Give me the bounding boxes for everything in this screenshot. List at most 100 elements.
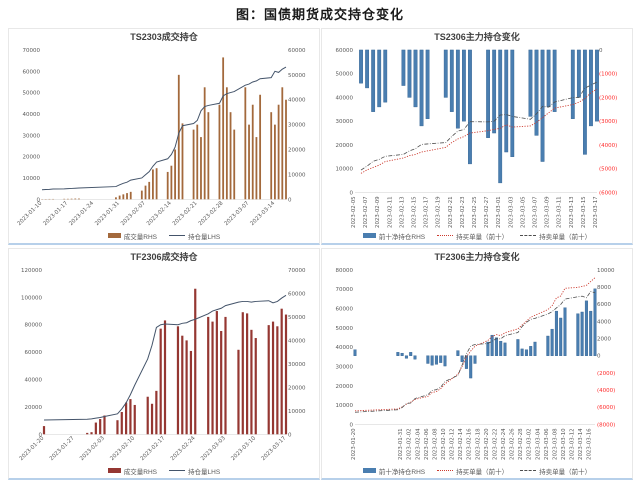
svg-text:2023-02-05: 2023-02-05 xyxy=(351,196,357,228)
svg-text:2023-02-24: 2023-02-24 xyxy=(501,428,507,460)
svg-text:(1000): (1000) xyxy=(599,72,617,78)
svg-text:2023-02-04: 2023-02-04 xyxy=(415,428,421,460)
legend-marker-line-icon xyxy=(169,235,186,236)
svg-text:4000: 4000 xyxy=(597,319,612,325)
chart-canvas-tf2306-position: 0100002000030000400005000060000700008000… xyxy=(336,268,616,460)
svg-text:30000: 30000 xyxy=(335,119,353,125)
svg-text:2023-03-01: 2023-03-01 xyxy=(496,196,502,228)
svg-text:2023-03-16: 2023-03-16 xyxy=(587,428,593,460)
svg-text:2023-02-16: 2023-02-16 xyxy=(467,428,473,460)
svg-text:2023-01-31: 2023-01-31 xyxy=(398,428,404,460)
chart-panel-tf2306-position: TF2306主力持仓变化 0 10000 20000 30000 40000 50000 6… xyxy=(321,248,633,480)
chart-canvas-tf2306-volume: 0 20000 40000 60000 80000 100000 120000 0 10000 2… xyxy=(19,268,306,462)
svg-text:0: 0 xyxy=(288,197,292,203)
svg-text:20000: 20000 xyxy=(22,155,40,161)
legend-label: 持仓量LHS xyxy=(188,468,221,476)
legend-marker-line-icon xyxy=(169,470,186,471)
svg-text:0: 0 xyxy=(36,197,40,203)
svg-text:(5000): (5000) xyxy=(599,167,617,173)
svg-text:10000: 10000 xyxy=(22,176,40,182)
svg-text:2023-02-14: 2023-02-14 xyxy=(458,428,464,460)
legend-item: 持卖单量（前十） xyxy=(520,466,591,476)
svg-text:2023-02-11: 2023-02-11 xyxy=(387,196,393,228)
svg-text:2023-03-17: 2023-03-17 xyxy=(593,196,599,228)
svg-text:10000: 10000 xyxy=(288,172,306,178)
svg-text:60000: 60000 xyxy=(336,307,354,313)
svg-text:2023-02-14: 2023-02-14 xyxy=(146,200,173,227)
chart-title-ts2303: TS2303成交持仓 xyxy=(130,32,198,42)
svg-text:0: 0 xyxy=(38,432,42,438)
svg-text:2023-03-14: 2023-03-14 xyxy=(578,428,584,460)
svg-text:40000: 40000 xyxy=(336,345,354,351)
legend-item: 持买单量（前十） xyxy=(437,466,508,476)
svg-text:2023-03-10: 2023-03-10 xyxy=(230,435,257,462)
svg-text:20000: 20000 xyxy=(288,385,306,391)
svg-text:(4000): (4000) xyxy=(597,388,615,394)
svg-text:30000: 30000 xyxy=(22,133,40,139)
legend-label: 持卖单量（前十） xyxy=(539,468,592,476)
svg-text:2023-02-02: 2023-02-02 xyxy=(407,428,413,460)
svg-text:2023-02-17: 2023-02-17 xyxy=(424,196,430,228)
legend-label: 持仓量LHS xyxy=(188,233,221,241)
chart-panel-ts2303: TS2303成交持仓 0 10000 20000 30000 40000 50000 600… xyxy=(8,28,320,245)
svg-text:10000: 10000 xyxy=(288,409,306,415)
svg-text:30000: 30000 xyxy=(288,362,306,368)
svg-text:2023-02-13: 2023-02-13 xyxy=(399,196,405,228)
svg-text:70000: 70000 xyxy=(288,268,306,274)
svg-text:2023-01-27: 2023-01-27 xyxy=(49,435,76,462)
svg-text:2023-02-26: 2023-02-26 xyxy=(510,428,516,460)
page-title: 图：国债期货成交持仓变化 xyxy=(235,7,404,22)
svg-text:2023-01-20: 2023-01-20 xyxy=(351,428,357,460)
chart-panel-ts2306: TS2306主力持仓变化 0 10000 20000 30000 40000 50000 6… xyxy=(321,28,633,245)
svg-text:50000: 50000 xyxy=(336,326,354,332)
svg-text:30000: 30000 xyxy=(336,364,354,370)
svg-text:2023-02-23: 2023-02-23 xyxy=(460,196,466,228)
svg-text:2023-03-02: 2023-03-02 xyxy=(527,428,533,460)
svg-text:2023-03-03: 2023-03-03 xyxy=(508,196,514,228)
svg-text:(2000): (2000) xyxy=(597,371,615,377)
svg-text:(8000): (8000) xyxy=(597,422,615,428)
legend-marker-bar-icon xyxy=(362,468,376,473)
svg-text:0: 0 xyxy=(349,190,353,196)
chart-legend-ts2303: 成交量RHS 持仓量LHS xyxy=(9,229,319,242)
svg-text:60000: 60000 xyxy=(22,69,40,75)
svg-text:(2000): (2000) xyxy=(599,95,617,101)
legend-marker-dashdot-icon xyxy=(520,470,537,471)
svg-text:2023-01-17: 2023-01-17 xyxy=(42,200,69,227)
legend-item: 成交量RHS xyxy=(107,231,158,241)
svg-text:100000: 100000 xyxy=(21,295,43,301)
svg-text:20000: 20000 xyxy=(288,148,306,154)
svg-text:40000: 40000 xyxy=(288,98,306,104)
svg-text:2023-02-15: 2023-02-15 xyxy=(411,196,417,228)
svg-text:20000: 20000 xyxy=(336,384,354,390)
svg-text:60000: 60000 xyxy=(288,291,306,297)
svg-text:2023-02-19: 2023-02-19 xyxy=(436,196,442,228)
svg-text:2023-03-09: 2023-03-09 xyxy=(545,196,551,228)
svg-text:60000: 60000 xyxy=(288,48,306,54)
svg-text:20000: 20000 xyxy=(335,143,353,149)
svg-text:20000: 20000 xyxy=(25,405,43,411)
chart-panel-tf2306-volume: TF2306成交持仓 0 20000 40000 60000 80000 100000 12… xyxy=(8,248,320,480)
svg-text:2023-01-20: 2023-01-20 xyxy=(19,435,46,462)
svg-text:0: 0 xyxy=(599,48,603,54)
chart-title-tf2306-position: TF2306主力持仓变化 xyxy=(434,252,520,262)
svg-text:80000: 80000 xyxy=(25,323,43,329)
svg-text:60000: 60000 xyxy=(25,350,43,356)
svg-text:10000: 10000 xyxy=(336,403,354,409)
svg-text:80000: 80000 xyxy=(336,268,354,274)
legend-label: 前十净持仓RHS xyxy=(378,233,426,241)
chart-legend-ts2306: 前十净持仓RHS 持买单量（前十） 持卖单量（前十） xyxy=(322,229,632,242)
svg-text:2023-03-05: 2023-03-05 xyxy=(520,196,526,228)
svg-text:2023-03-17: 2023-03-17 xyxy=(261,435,288,462)
svg-text:2023-03-04: 2023-03-04 xyxy=(535,428,541,460)
legend-label: 前十净持仓RHS xyxy=(378,468,426,476)
svg-text:10000: 10000 xyxy=(597,268,615,274)
svg-text:2023-03-12: 2023-03-12 xyxy=(570,428,576,460)
legend-marker-dotted-icon xyxy=(437,235,454,236)
svg-text:2023-02-07: 2023-02-07 xyxy=(363,196,369,228)
svg-text:2023-03-15: 2023-03-15 xyxy=(581,196,587,228)
svg-text:2023-02-09: 2023-02-09 xyxy=(375,196,381,228)
svg-text:8000: 8000 xyxy=(597,285,612,291)
legend-marker-bar-icon xyxy=(107,233,121,238)
legend-label: 成交量RHS xyxy=(123,233,158,241)
